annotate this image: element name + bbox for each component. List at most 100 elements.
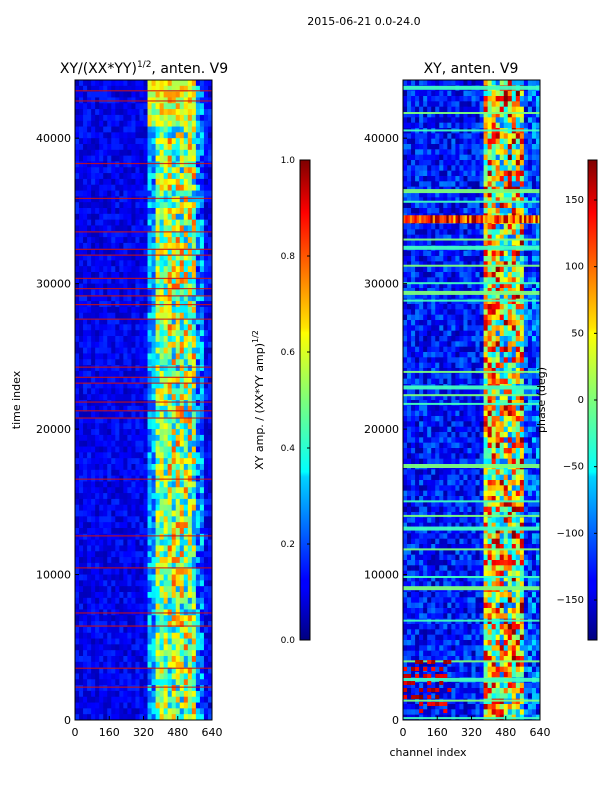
heatmap-cell <box>447 144 452 150</box>
heatmap-cell <box>527 106 533 113</box>
heatmap-cell <box>179 667 185 674</box>
heatmap-cell <box>131 341 136 349</box>
heatmap-cell <box>487 256 493 262</box>
heatmap-cell <box>99 405 104 413</box>
heatmap-cell <box>203 440 209 447</box>
heatmap-cell <box>423 192 428 198</box>
heatmap-cell <box>127 690 132 698</box>
heatmap-cell <box>103 632 108 639</box>
heatmap-cell <box>91 469 96 477</box>
heatmap-cell <box>187 231 193 238</box>
heatmap-cell <box>111 324 116 331</box>
heatmap-cell <box>191 679 197 686</box>
heatmap-cell <box>191 621 197 628</box>
heatmap-cell <box>495 202 501 209</box>
heatmap-cell <box>431 192 436 198</box>
heatmap-cell <box>499 101 505 108</box>
heatmap-cell <box>163 702 169 709</box>
heatmap-cell <box>187 295 193 302</box>
heatmap-cell <box>95 283 100 290</box>
heatmap-cell <box>187 446 193 453</box>
heatmap-cell <box>183 341 189 349</box>
heatmap-cell <box>499 144 505 150</box>
heatmap-cell <box>191 434 197 442</box>
heatmap-cell <box>191 411 197 418</box>
heatmap-cell <box>479 224 484 230</box>
heatmap-cell <box>119 161 124 168</box>
heatmap-cell <box>103 411 108 418</box>
heatmap-cell <box>111 231 116 238</box>
heatmap-cell <box>459 170 464 177</box>
heatmap-cell <box>107 510 112 517</box>
heatmap-cell <box>83 626 88 634</box>
heatmap-cell <box>491 96 497 102</box>
heatmap-cell <box>503 160 509 166</box>
heatmap-cell <box>155 632 161 639</box>
heatmap-cell <box>463 192 468 198</box>
heatmap-cell <box>147 493 152 500</box>
heatmap-cell <box>147 260 152 267</box>
heatmap-cell <box>119 394 124 401</box>
heatmap-cell <box>403 202 408 209</box>
heatmap-cell <box>91 353 96 360</box>
heatmap-cell <box>103 103 108 110</box>
heatmap-cell <box>195 341 201 349</box>
heatmap-cell <box>203 225 209 232</box>
heatmap-cell <box>83 528 88 535</box>
heatmap-cell <box>131 370 136 378</box>
heatmap-cell <box>115 341 120 349</box>
heatmap-cell <box>95 336 100 343</box>
heatmap-cell <box>203 493 209 500</box>
heatmap-cell <box>95 213 100 221</box>
heatmap-cell <box>79 568 84 575</box>
heatmap-cell <box>143 690 148 698</box>
heatmap-cell <box>111 562 116 570</box>
heatmap-cell <box>175 411 181 418</box>
heatmap-cell <box>411 80 416 86</box>
heatmap-cell <box>191 562 197 570</box>
heatmap-cell <box>187 260 193 267</box>
heatmap-cell <box>75 155 80 162</box>
heatmap-cell <box>207 429 212 436</box>
heatmap-cell <box>419 197 424 204</box>
heatmap-cell <box>103 586 108 593</box>
heatmap-cell <box>87 592 92 599</box>
heatmap-cell <box>99 708 104 715</box>
heatmap-cell <box>147 173 152 180</box>
heatmap-cell <box>79 184 84 191</box>
heatmap-cell <box>511 261 517 268</box>
heatmap-cell <box>199 603 205 610</box>
heatmap-cell <box>515 224 521 230</box>
heatmap-cell <box>95 586 100 593</box>
heatmap-cell <box>467 90 472 97</box>
heatmap-cell <box>443 229 448 236</box>
heatmap-cell <box>75 679 80 686</box>
heatmap-cell <box>95 603 100 610</box>
heatmap-cell <box>199 644 205 651</box>
heatmap-cell <box>179 155 185 162</box>
heatmap-cell <box>135 277 140 285</box>
heatmap-cell <box>187 603 193 610</box>
heatmap-cell <box>167 417 173 424</box>
heatmap-cell <box>203 254 209 261</box>
heatmap-cell <box>147 487 152 494</box>
heatmap-cell <box>179 440 185 447</box>
heatmap-cell <box>107 580 112 587</box>
heatmap-cell <box>487 229 493 236</box>
heatmap-cell <box>111 394 116 401</box>
heatmap-cell <box>139 144 144 151</box>
heatmap-cell <box>143 359 148 366</box>
heatmap-cell <box>187 272 193 279</box>
heatmap-cell <box>119 650 124 657</box>
heatmap-cell <box>427 192 432 198</box>
heatmap-cell <box>171 638 177 645</box>
heatmap-cell <box>439 229 444 236</box>
heatmap-cell <box>519 96 525 102</box>
heatmap-cell <box>119 615 124 622</box>
heatmap-cell <box>171 597 177 605</box>
heatmap-cell <box>79 440 84 447</box>
heatmap-cell <box>199 446 205 453</box>
heatmap-cell <box>195 405 201 413</box>
heatmap-cell <box>107 423 112 430</box>
heatmap-cell <box>167 260 173 267</box>
